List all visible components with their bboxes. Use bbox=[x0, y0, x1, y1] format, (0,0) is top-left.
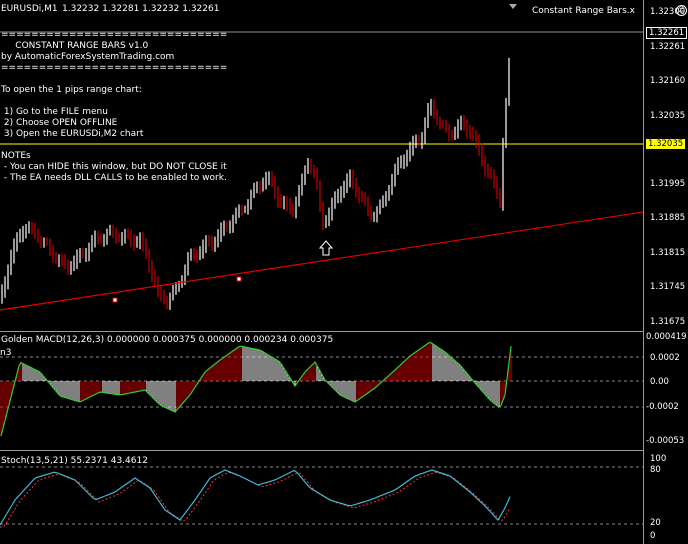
info-panel: ============================== CONSTANT … bbox=[1, 30, 227, 184]
pane-separator bbox=[0, 331, 644, 332]
price-label: 1.31995 bbox=[650, 179, 686, 189]
price-label: 1.32160 bbox=[650, 76, 686, 86]
stoch-signal-line bbox=[0, 471, 511, 528]
info-line: CONSTANT RANGE BARS v1.0 bbox=[1, 41, 149, 51]
current-price-box: 1.32261 bbox=[646, 27, 688, 39]
price-scale-divider bbox=[643, 0, 644, 544]
trendline-anchor bbox=[112, 297, 118, 303]
macd-pane[interactable]: Golden MACD(12,26,3) 0.000000 0.000375 0… bbox=[0, 332, 688, 450]
macd-scale-label: 0.00 bbox=[650, 377, 669, 387]
macd-scale-label: -0.0002 bbox=[646, 402, 679, 412]
info-line: To open the 1 pips range chart: bbox=[1, 85, 142, 95]
macd-scale-label: -0.00053 bbox=[646, 436, 685, 446]
chart-symbol: EURUSDi,M1 bbox=[1, 4, 58, 14]
info-line: - You can HIDE this window, but DO NOT C… bbox=[1, 162, 227, 172]
price-label: 1.32035 bbox=[650, 111, 686, 121]
info-line: 3) Open the EURUSDi,M2 chart bbox=[1, 129, 144, 139]
chart-ohlc: 1.32232 1.32281 1.32232 1.32261 bbox=[62, 4, 220, 14]
macd-scale-label: 0.0002 bbox=[650, 353, 680, 363]
up-arrow-icon bbox=[318, 240, 334, 256]
highlight-price-box: 1.32035 bbox=[646, 139, 686, 149]
main-chart-pane[interactable]: EURUSDi,M1 1.32232 1.32281 1.32232 1.322… bbox=[0, 0, 688, 331]
indicator-name: Constant Range Bars.x bbox=[532, 6, 635, 16]
info-line: ============================== bbox=[1, 30, 228, 40]
info-line: by AutomaticForexSystemTrading.com bbox=[1, 52, 175, 62]
stoch-pane[interactable]: Stoch(13,5,21) 55.2371 43.4612 100 80 20… bbox=[0, 451, 688, 544]
price-label: 1.31815 bbox=[650, 248, 686, 258]
smiley-icon[interactable]: ☺ bbox=[676, 5, 687, 16]
price-label: 1.32261 bbox=[650, 42, 686, 52]
macd-left-label: n3 bbox=[0, 348, 12, 358]
price-label: 1.32300 bbox=[650, 7, 686, 17]
price-label: 1.31675 bbox=[650, 317, 686, 327]
info-line: 2) Choose OPEN OFFLINE bbox=[1, 118, 118, 128]
stoch-main-line bbox=[0, 469, 511, 526]
chart-shift-icon bbox=[509, 4, 517, 9]
stoch-scale-label: 20 bbox=[650, 518, 661, 528]
stoch-scale-label: 80 bbox=[650, 465, 661, 475]
stoch-scale-label: 0 bbox=[650, 531, 656, 541]
info-line: ============================== bbox=[1, 63, 228, 73]
macd-scale-label: 0.000419 bbox=[646, 332, 687, 342]
stoch-title: Stoch(13,5,21) 55.2371 43.4612 bbox=[1, 456, 148, 466]
info-line: - The EA needs DLL CALLS to be enabled t… bbox=[1, 173, 227, 183]
trendline-anchor bbox=[236, 276, 242, 282]
info-line: 1) Go to the FILE menu bbox=[1, 107, 108, 117]
macd-signal-line bbox=[0, 342, 512, 437]
pane-separator bbox=[0, 450, 644, 451]
price-label: 1.31745 bbox=[650, 282, 686, 292]
price-label: 1.31885 bbox=[650, 213, 686, 223]
macd-title: Golden MACD(12,26,3) 0.000000 0.000375 0… bbox=[1, 335, 334, 345]
info-line: NOTEs bbox=[1, 151, 31, 161]
trendline bbox=[0, 211, 644, 311]
stoch-scale-label: 100 bbox=[650, 454, 667, 464]
